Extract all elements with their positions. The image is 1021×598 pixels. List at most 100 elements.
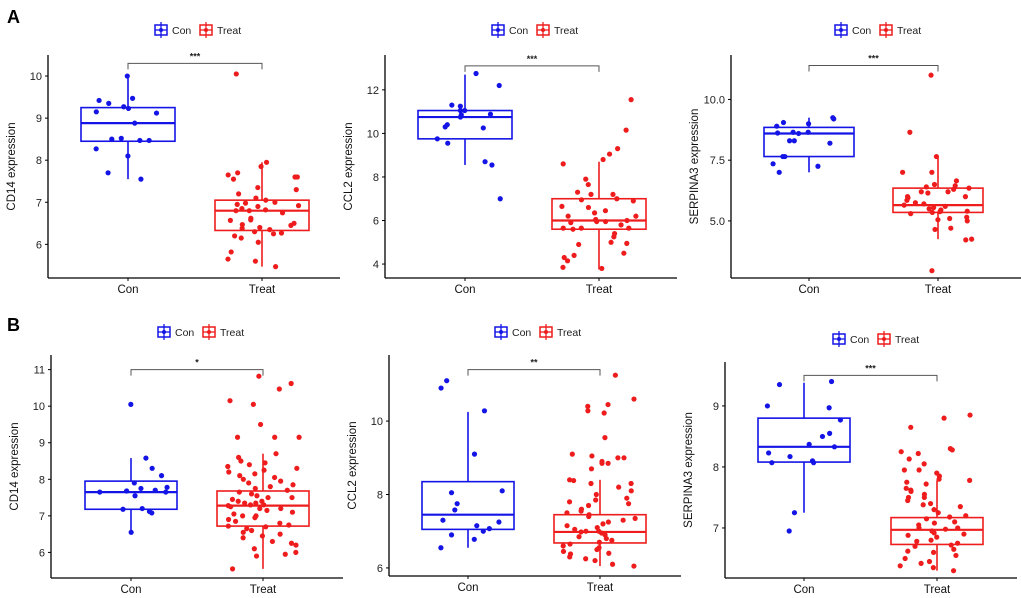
y-tick-label: 6	[377, 563, 383, 575]
legend-dot	[162, 330, 166, 334]
data-point	[225, 523, 231, 529]
y-axis-label: SERPINA3 expression	[683, 412, 695, 528]
data-point	[914, 538, 920, 544]
data-point	[923, 184, 929, 190]
data-point	[566, 499, 573, 505]
y-tick-label: 7	[713, 523, 719, 535]
data-point	[244, 526, 250, 532]
box-iqr	[553, 513, 647, 544]
data-point	[614, 196, 620, 202]
data-point	[153, 110, 160, 116]
data-point	[962, 194, 969, 200]
data-point	[570, 226, 576, 232]
data-point	[273, 264, 279, 270]
x-tick-label: Con	[798, 284, 819, 296]
data-point	[902, 555, 908, 562]
y-tick-label: 8	[373, 172, 379, 184]
data-point	[228, 249, 234, 255]
data-point	[93, 109, 99, 115]
data-point	[457, 114, 464, 120]
box-treat	[892, 72, 984, 274]
legend: Con Treat	[834, 22, 921, 38]
data-point	[286, 522, 292, 528]
data-point	[918, 189, 924, 195]
y-tick-label: 8	[713, 462, 719, 474]
data-point	[952, 519, 958, 525]
data-point	[445, 140, 451, 146]
box-iqr	[417, 109, 513, 140]
y-axis-label: SERPINA3 expression	[689, 109, 701, 225]
y-tick-label: 6	[373, 216, 379, 228]
data-point	[252, 471, 258, 477]
data-point	[262, 207, 269, 213]
data-point	[248, 217, 254, 223]
data-point	[831, 116, 837, 122]
legend-dot	[499, 330, 503, 334]
data-point	[238, 458, 244, 464]
data-point	[918, 560, 924, 566]
data-point	[828, 378, 835, 385]
data-point	[457, 103, 463, 109]
data-point	[278, 230, 285, 236]
data-point	[143, 455, 149, 461]
data-point	[929, 268, 935, 274]
data-point	[583, 528, 589, 534]
data-point	[951, 546, 957, 552]
data-point	[588, 191, 594, 197]
data-point	[574, 189, 581, 195]
data-point	[912, 200, 919, 206]
legend-label: Treat	[897, 25, 921, 37]
data-point	[897, 563, 903, 569]
data-point	[253, 195, 259, 201]
data-point	[908, 488, 914, 494]
data-point	[936, 476, 942, 482]
data-point	[796, 130, 802, 137]
data-point	[438, 545, 444, 551]
legend-dot	[204, 28, 208, 32]
data-point	[578, 225, 584, 231]
box-con	[757, 378, 851, 534]
data-point	[225, 172, 231, 178]
data-point	[125, 153, 131, 159]
data-point	[246, 462, 252, 468]
data-point	[806, 441, 812, 447]
data-point	[139, 505, 145, 512]
legend-dot	[837, 337, 841, 341]
data-point	[957, 504, 963, 510]
legend-key-con: Con	[157, 324, 194, 340]
data-point	[226, 469, 232, 475]
data-point	[560, 548, 567, 555]
data-point	[594, 218, 600, 225]
data-point	[480, 528, 486, 534]
data-point	[626, 225, 632, 231]
data-point	[905, 497, 911, 504]
data-point	[624, 495, 630, 501]
data-point	[955, 525, 961, 531]
data-point	[232, 518, 239, 524]
y-axis-label: CCL2 expression	[347, 421, 359, 509]
box-iqr	[216, 490, 310, 527]
data-point	[233, 71, 239, 77]
data-point	[588, 480, 594, 487]
data-point	[609, 537, 615, 543]
data-point	[448, 490, 455, 496]
data-point	[933, 153, 940, 160]
data-point	[585, 403, 591, 409]
data-point	[942, 526, 949, 532]
legend-label: Treat	[554, 25, 578, 37]
data-point	[448, 532, 455, 538]
data-point	[146, 137, 152, 144]
data-point	[239, 225, 245, 231]
data-point	[578, 197, 585, 203]
data-point	[457, 107, 464, 114]
data-point	[228, 504, 234, 510]
y-axis-label: CCL2 expression	[343, 122, 355, 210]
data-point	[630, 198, 636, 204]
data-point	[561, 254, 567, 261]
data-point	[966, 185, 972, 191]
data-point	[906, 456, 912, 462]
data-point	[294, 465, 300, 471]
data-point	[925, 190, 931, 196]
y-tick-label: 10	[371, 416, 383, 428]
data-point	[263, 197, 269, 203]
